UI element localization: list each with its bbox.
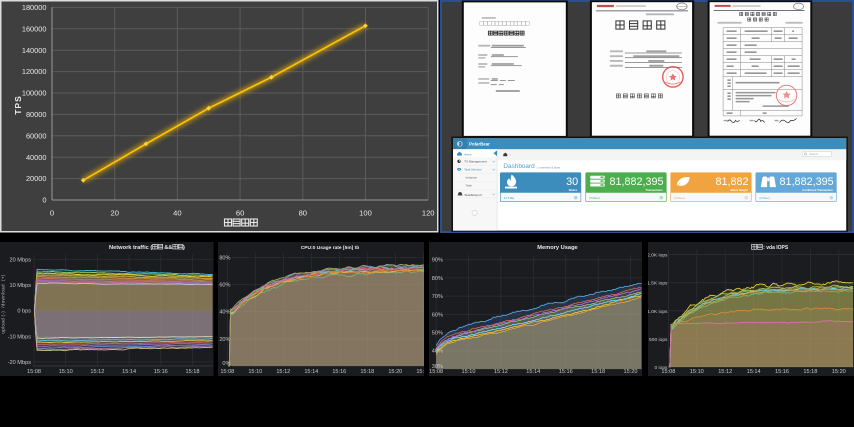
svg-text:15:22: 15:22 [416, 369, 424, 375]
svg-text:15:10: 15:10 [690, 369, 704, 375]
svg-text:20%: 20% [219, 337, 230, 343]
svg-text:20 Mbps: 20 Mbps [10, 258, 32, 264]
svg-text:0%: 0% [222, 361, 230, 367]
svg-text:-20 Mbps: -20 Mbps [8, 360, 32, 366]
svg-text:TX Management: TX Management [464, 160, 487, 164]
svg-text:15:16: 15:16 [558, 369, 572, 375]
svg-text:160000: 160000 [22, 24, 47, 33]
svg-text:(/h/Sec): (/h/Sec) [759, 196, 770, 200]
svg-text:Search ...: Search ... [809, 152, 821, 156]
svg-text:15:16: 15:16 [775, 369, 789, 375]
svg-text:Task&Report: Task&Report [464, 193, 482, 197]
svg-text:40%: 40% [431, 349, 442, 355]
svg-text:15:18: 15:18 [803, 369, 817, 375]
svg-text:15:12: 15:12 [493, 369, 507, 375]
svg-text:1.0K iops: 1.0K iops [648, 309, 668, 315]
svg-text:100: 100 [359, 209, 372, 218]
svg-text:15:10: 15:10 [461, 369, 475, 375]
svg-text:0 iops: 0 iops [654, 365, 668, 371]
svg-text:(/h/Sec): (/h/Sec) [674, 196, 685, 200]
svg-text:15:14: 15:14 [122, 369, 136, 375]
svg-text:60000: 60000 [26, 131, 47, 140]
svg-text:81,882: 81,882 [715, 176, 748, 188]
svg-text:15:12: 15:12 [276, 369, 290, 375]
svg-text:0: 0 [42, 196, 46, 205]
svg-text:15:18: 15:18 [186, 369, 200, 375]
svg-text:60: 60 [236, 209, 244, 218]
svg-text:10 Mbps: 10 Mbps [10, 283, 32, 289]
svg-text:20000: 20000 [26, 174, 47, 183]
svg-text:500 iops: 500 iops [649, 337, 668, 343]
svg-text:15:18: 15:18 [591, 369, 605, 375]
svg-text:15:16: 15:16 [154, 369, 168, 375]
svg-text:Task Monitor: Task Monitor [464, 168, 482, 172]
svg-text:140000: 140000 [22, 46, 47, 55]
svg-text:15:14: 15:14 [747, 369, 761, 375]
svg-text:15:14: 15:14 [304, 369, 318, 375]
svg-text:100000: 100000 [22, 89, 47, 98]
svg-text:15:08: 15:08 [27, 369, 41, 375]
svg-text:40%: 40% [219, 310, 230, 316]
svg-text:Network traffic (: Network traffic ( [109, 245, 152, 251]
svg-text:15:20: 15:20 [388, 369, 402, 375]
svg-text:» overview & stats: » overview & stats [537, 166, 561, 170]
svg-text:30: 30 [566, 176, 578, 188]
svg-text:180000: 180000 [22, 3, 47, 12]
svg-text:1.5K iops: 1.5K iops [648, 281, 668, 287]
svg-text:Transactions: Transactions [645, 188, 663, 192]
svg-text:Dashboard: Dashboard [503, 163, 535, 170]
svg-text:PolarBear: PolarBear [469, 142, 490, 147]
svg-text:CPU:0 Usage rate [5m] tb: CPU:0 Usage rate [5m] tb [301, 245, 360, 251]
svg-text:15:14: 15:14 [526, 369, 540, 375]
svg-text:81,882,395: 81,882,395 [780, 176, 834, 188]
svg-text:15:08: 15:08 [661, 369, 675, 375]
svg-text:15:16: 15:16 [332, 369, 346, 375]
svg-text:15:20: 15:20 [623, 369, 637, 375]
svg-text:15:08: 15:08 [429, 369, 443, 375]
svg-text:: vda IOPS: : vda IOPS [763, 245, 789, 251]
svg-text:0: 0 [50, 209, 54, 218]
svg-text:60%: 60% [431, 312, 442, 318]
svg-text:Memory Usage: Memory Usage [537, 245, 577, 251]
svg-text:80%: 80% [431, 276, 442, 282]
svg-text:80: 80 [299, 209, 307, 218]
svg-text:2.0K iops: 2.0K iops [648, 253, 668, 259]
svg-text:15:20: 15:20 [832, 369, 846, 375]
svg-text:40: 40 [173, 209, 181, 218]
svg-text:-10 Mbps: -10 Mbps [8, 334, 32, 340]
svg-text:(/h/Sec): (/h/Sec) [589, 196, 600, 200]
svg-text:80%: 80% [219, 256, 230, 262]
svg-text:15:10: 15:10 [59, 369, 73, 375]
svg-text:30%: 30% [431, 364, 442, 370]
svg-text:Home: Home [464, 152, 472, 156]
svg-text:15:10: 15:10 [248, 369, 262, 375]
svg-text:50%: 50% [431, 331, 442, 337]
svg-text:&&: && [164, 245, 172, 251]
svg-text:90%: 90% [431, 258, 442, 264]
svg-text:Instance: Instance [466, 176, 478, 180]
svg-text:20: 20 [110, 209, 118, 218]
svg-text:120000: 120000 [22, 67, 47, 76]
svg-text:0 bps: 0 bps [17, 309, 31, 315]
svg-text:70%: 70% [431, 294, 442, 300]
svg-text:›: › [510, 154, 511, 158]
svg-text:Confirmed Transaction: Confirmed Transaction [802, 188, 833, 192]
svg-text:40000: 40000 [26, 153, 47, 162]
svg-text:TPS: TPS [13, 95, 23, 115]
svg-text:15:12: 15:12 [90, 369, 104, 375]
svg-text:Block Height: Block Height [731, 188, 748, 192]
svg-text:): ) [183, 245, 185, 251]
svg-text:upload (-) /download (+): upload (-) /download (+) [1, 274, 6, 333]
svg-text:81,882,395: 81,882,395 [609, 176, 663, 188]
svg-text:15:12: 15:12 [718, 369, 732, 375]
svg-text:Task: Task [466, 183, 473, 187]
svg-text:15:08: 15:08 [220, 369, 234, 375]
svg-text:Nodes: Nodes [569, 188, 578, 192]
svg-text:80000: 80000 [26, 110, 47, 119]
svg-text:4 (T-8s): 4 (T-8s) [504, 196, 514, 200]
svg-text:60%: 60% [219, 283, 230, 289]
svg-text:120: 120 [422, 209, 435, 218]
svg-text:15:18: 15:18 [360, 369, 374, 375]
